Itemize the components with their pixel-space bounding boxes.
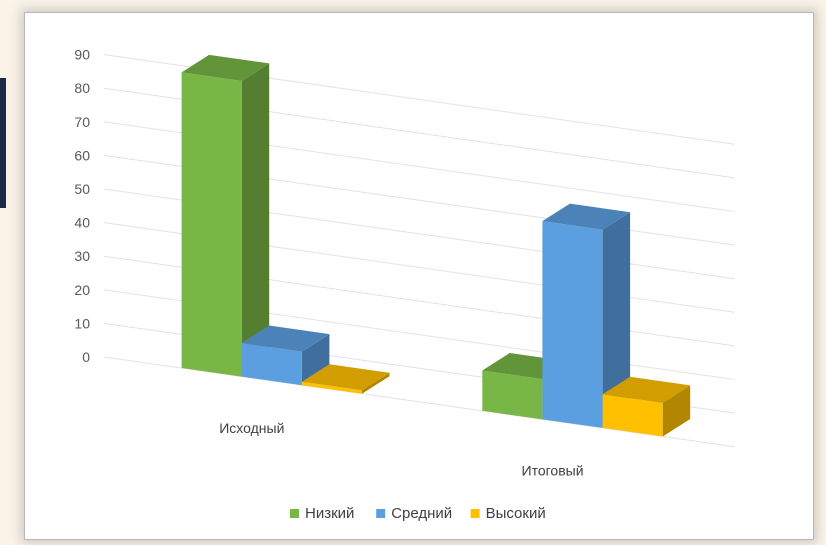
bar-1-2 [602, 376, 691, 437]
y-tick-label: 20 [74, 282, 90, 298]
left-accent-bar [0, 78, 6, 208]
bar-0-1 [241, 325, 330, 386]
bar-side [362, 372, 390, 394]
bar-front [241, 343, 302, 386]
legend-swatch [376, 509, 386, 518]
bar-front [301, 381, 362, 394]
legend-swatch [470, 509, 480, 518]
bar-front [542, 221, 603, 428]
bar-top [301, 364, 390, 391]
y-tick-label: 40 [74, 215, 90, 231]
bar-side [241, 63, 270, 377]
bar-side [602, 212, 631, 428]
legend: Низкий Средний Высокий [290, 505, 546, 522]
bar-top [542, 203, 631, 230]
bar-top [602, 376, 691, 403]
bar-0-0 [181, 54, 270, 377]
bar-front [181, 72, 242, 377]
legend-swatch [290, 509, 299, 518]
bar-front [482, 370, 543, 420]
y-tick-label: 70 [74, 114, 90, 130]
category-labels: Исходный Итоговый [219, 420, 583, 479]
y-tick-label: 30 [74, 248, 90, 264]
category-label: Итоговый [522, 463, 584, 479]
category-label: Исходный [219, 420, 284, 436]
bar-side [301, 334, 330, 386]
chart-frame [24, 12, 814, 540]
bar-top [241, 325, 330, 352]
y-tick-label: 80 [74, 80, 90, 96]
bar-front [602, 394, 663, 437]
bar-top [181, 54, 270, 81]
gridline-0 [103, 356, 735, 448]
y-axis-ticks: 0 10 20 30 40 50 60 70 80 90 [74, 47, 90, 365]
legend-item-label: Высокий [486, 505, 546, 522]
y-tick-label: 50 [74, 181, 90, 197]
legend-item-label: Средний [391, 505, 452, 522]
y-tick-label: 90 [74, 47, 90, 63]
y-tick-label: 10 [74, 315, 90, 331]
bar-1-1 [542, 203, 631, 428]
bar-side [662, 385, 691, 437]
legend-item-label: Низкий [305, 505, 354, 522]
bars [181, 54, 691, 437]
bar-0-2 [301, 364, 390, 394]
y-tick-label: 0 [82, 349, 90, 365]
y-tick-label: 60 [74, 147, 90, 163]
